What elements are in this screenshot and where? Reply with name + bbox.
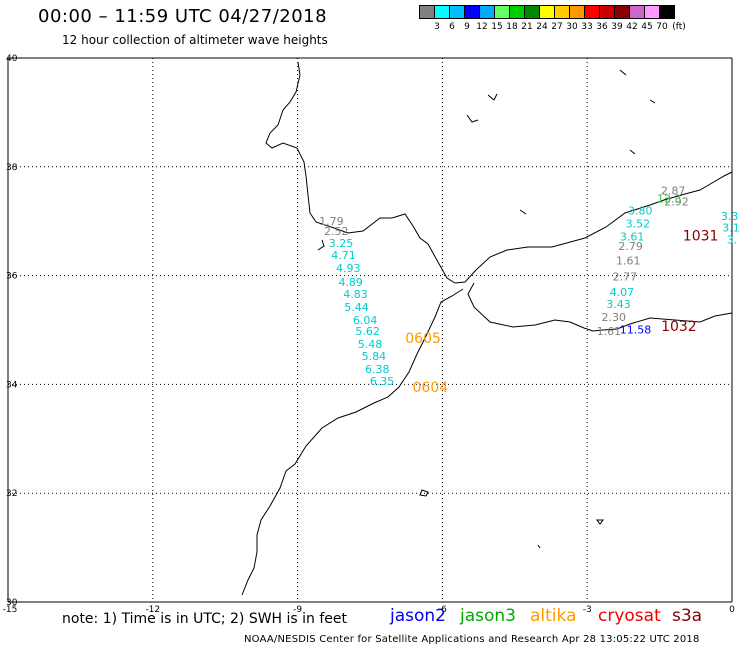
scale-label: 42 [626, 22, 638, 32]
axis-lat-label: 30 [6, 598, 18, 608]
axis-lat-label: 36 [6, 272, 18, 282]
scale-label: 45 [641, 22, 653, 32]
island-10 [519, 209, 527, 215]
wave-height-label: 6.04 [353, 314, 378, 327]
wave-height-label: 4.71 [331, 249, 356, 262]
satellite-legend-jason3: jason3 [460, 606, 516, 626]
wave-height-label: 12.3 [657, 192, 682, 205]
island-4 [317, 239, 325, 251]
scale-label: 24 [536, 22, 548, 32]
wave-height-label: 4.83 [343, 288, 368, 301]
satellite-legend-cryosat: cryosat [598, 606, 661, 626]
scale-swatch [659, 5, 675, 19]
wave-height-label: 1.79 [319, 215, 344, 228]
color-scale-labels: 3 6 9 12 15 18 21 24 27 30 33 36 39 42 45 70 (ft) [420, 22, 740, 36]
wave-height-label: 2.77 [613, 271, 638, 284]
scale-unit: (ft) [672, 22, 686, 32]
scale-label: 33 [581, 22, 593, 32]
wave-height-label: 3. [727, 234, 738, 247]
wave-height-label: 2.79 [618, 240, 643, 253]
wave-height-label: 3.61 [620, 230, 645, 243]
axis-lon-label: -9 [293, 605, 302, 615]
scale-label: 6 [449, 22, 455, 32]
axis-lon-label: -12 [145, 605, 160, 615]
scale-label: 15 [491, 22, 503, 32]
scale-label: 30 [566, 22, 578, 32]
wave-height-label: 5.48 [358, 338, 383, 351]
scale-label: 70 [656, 22, 668, 32]
wave-height-label: 2.30 [601, 311, 626, 324]
wave-height-label: 4.93 [336, 262, 361, 275]
scale-label: 3 [434, 22, 440, 32]
island-6 [487, 93, 498, 101]
island-2 [596, 519, 604, 525]
wave-height-label: 5.44 [344, 301, 369, 314]
coastline-morocco [241, 288, 464, 596]
scale-label: 36 [596, 22, 608, 32]
color-scale-swatches [419, 5, 675, 19]
pass-time-label: 0604 [413, 380, 449, 396]
axis-lon-label: 0 [729, 605, 735, 615]
satellite-legend-jason2: jason2 [390, 606, 446, 626]
island-5 [466, 114, 479, 123]
scale-label: 18 [506, 22, 518, 32]
wave-height-label: 1.61 [616, 254, 641, 267]
wave-height-label: 6.38 [365, 363, 390, 376]
island-1 [419, 489, 429, 497]
island-9 [619, 69, 627, 76]
scale-label: 9 [464, 22, 470, 32]
wave-height-label: 2.52 [324, 225, 349, 238]
axis-lat-label: 32 [6, 489, 17, 499]
axis-labels: -15 -12 -9 -6 -3 0 40 38 36 34 32 30 [3, 54, 735, 615]
coastline [241, 61, 733, 596]
island-8 [649, 99, 656, 104]
axis-lat-label: 38 [6, 163, 18, 173]
wave-height-label: 3.80 [628, 204, 653, 217]
axis-lat-label: 40 [6, 54, 18, 64]
page-subtitle: 12 hour collection of altimeter wave hei… [62, 33, 328, 47]
wave-height-label: 4.07 [610, 286, 635, 299]
scale-label: 39 [611, 22, 623, 32]
wave-height-label: 3.25 [329, 237, 354, 250]
island-3 [537, 544, 541, 549]
time-annotations: 0605 0604 1031 1032 11.58 [405, 228, 718, 396]
wave-height-label: 3.3 [721, 210, 739, 223]
scale-label: 12 [476, 22, 488, 32]
pass-time-label: 0605 [405, 331, 441, 347]
coastline-iberia [265, 61, 733, 284]
coastline-north-africa [467, 282, 733, 332]
satellite-legend-s3a: s3a [672, 606, 703, 626]
pass-time-label: 1031 [683, 228, 719, 244]
axis-lon-label: -6 [438, 605, 447, 615]
wave-height-label: 5.84 [362, 350, 387, 363]
wave-height-label: 5.62 [355, 325, 380, 338]
axis-lon-label: -15 [3, 605, 18, 615]
wave-height-label: 4.89 [338, 276, 363, 289]
color-scale: 3 6 9 12 15 18 21 24 27 30 33 36 39 42 45 70 (ft) [419, 5, 686, 32]
wave-height-labels: 1.792.523.254.714.934.894.835.446.045.62… [319, 185, 740, 388]
wave-height-label: 3.43 [606, 298, 631, 311]
pass-time-label: 1032 [661, 319, 697, 335]
wave-height-label: 3.52 [626, 217, 651, 230]
wave-height-label: 2.92 [664, 196, 689, 209]
wave-height-label: 2.87 [661, 185, 686, 198]
scale-label: 21 [521, 22, 533, 32]
satellite-legend-altika: altika [530, 606, 577, 626]
axis-lat-label: 34 [6, 380, 18, 390]
map-gridlines [7, 57, 733, 603]
wave-height-label: 1.61 [597, 325, 622, 338]
footnote: note: 1) Time is in UTC; 2) SWH is in fe… [62, 611, 348, 627]
pass-time-label: 11.58 [620, 323, 652, 336]
page-title: 00:00 – 11:59 UTC 04/27/2018 [38, 6, 328, 27]
wave-height-label: 6.35 [370, 375, 395, 388]
scale-label: 27 [551, 22, 563, 32]
island-7 [629, 149, 636, 155]
wave-height-label: 3.1 [722, 222, 740, 235]
footer-credit: NOAA/NESDIS Center for Satellite Applica… [244, 634, 700, 645]
axis-lon-label: -3 [583, 605, 592, 615]
